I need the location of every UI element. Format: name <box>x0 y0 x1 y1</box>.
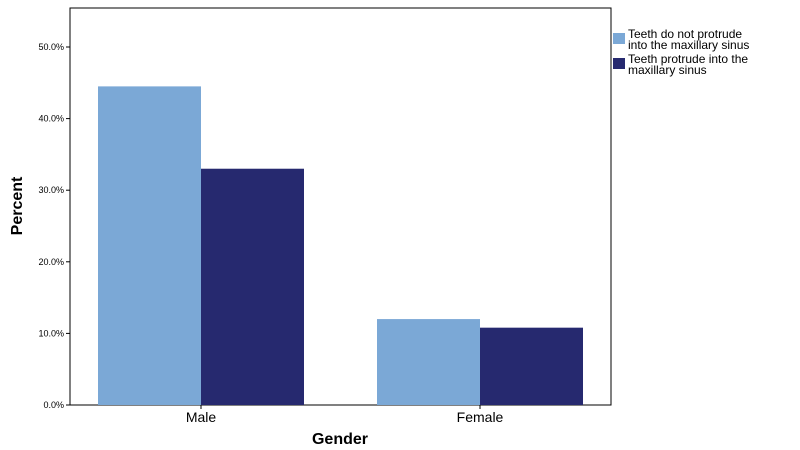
y-axis-title: Percent <box>9 176 26 235</box>
y-axis: 0.0% 10.0% 20.0% 30.0% 40.0% 50.0% <box>38 42 70 410</box>
legend-label: into the maxillary sinus <box>628 38 749 52</box>
legend-label: Teeth protrude into the <box>628 52 748 66</box>
legend-label: Teeth do not protrude <box>628 27 742 41</box>
y-tick-label: 30.0% <box>38 185 64 195</box>
x-axis: Male Female <box>186 405 504 425</box>
legend-swatch <box>613 33 625 44</box>
bars-group <box>98 86 583 405</box>
x-category-label: Male <box>186 409 217 425</box>
legend-label: maxillary sinus <box>628 63 707 77</box>
bar-female-series-1 <box>377 319 480 405</box>
x-category-label: Female <box>457 409 504 425</box>
x-axis-title: Gender <box>312 431 368 448</box>
bar-male-series-2 <box>201 168 304 405</box>
bar-female-series-2 <box>480 327 583 405</box>
legend-swatch <box>613 58 625 69</box>
y-tick-label: 20.0% <box>38 257 64 267</box>
bar-male-series-1 <box>98 86 201 405</box>
y-tick-label: 0.0% <box>43 400 64 410</box>
y-tick-label: 10.0% <box>38 328 64 338</box>
y-tick-label: 40.0% <box>38 114 64 124</box>
y-tick-label: 50.0% <box>38 42 64 52</box>
plot-frame <box>69 7 612 406</box>
